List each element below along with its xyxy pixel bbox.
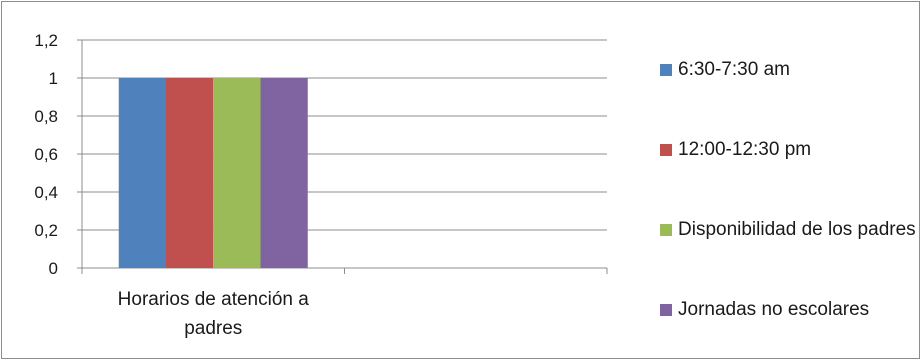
legend-swatch-series-3 bbox=[660, 224, 672, 236]
legend-item-series-2: 12:00-12:30 pm bbox=[660, 136, 918, 164]
legend-label-series-4: Jornadas no escolares bbox=[678, 299, 870, 320]
legend-label-series-3: Disponibilidad de los padres bbox=[678, 219, 916, 240]
y-tick-label-6: 1,2 bbox=[34, 31, 58, 50]
y-tick-label-1: 0,2 bbox=[34, 221, 58, 240]
bar-2-1 bbox=[166, 78, 214, 268]
bar-3-1 bbox=[213, 78, 261, 268]
legend-swatch-series-4 bbox=[660, 304, 672, 316]
y-tick-label-2: 0,4 bbox=[34, 183, 58, 202]
y-tick-label-5: 1 bbox=[49, 69, 58, 88]
legend-item-series-4: Jornadas no escolares bbox=[660, 296, 918, 324]
y-tick-label-4: 0,8 bbox=[34, 107, 58, 126]
x-category-label-1: Horarios de atención a padres bbox=[118, 289, 310, 339]
y-tick-label-0: 0 bbox=[49, 259, 58, 278]
bar-4-1 bbox=[260, 78, 308, 268]
legend-swatch-series-1 bbox=[660, 64, 672, 76]
y-tick-label-3: 0,6 bbox=[34, 145, 58, 164]
legend-swatch-series-2 bbox=[660, 144, 672, 156]
legend-item-series-3: Disponibilidad de los padres bbox=[660, 216, 918, 244]
legend-label-series-2: 12:00-12:30 pm bbox=[678, 139, 812, 160]
chart-legend: 6:30-7:30 am 12:00-12:30 pm Disponibilid… bbox=[660, 0, 922, 360]
legend-item-series-1: 6:30-7:30 am bbox=[660, 56, 918, 84]
legend-label-series-1: 6:30-7:30 am bbox=[678, 59, 790, 80]
bar-1-1 bbox=[118, 78, 166, 268]
